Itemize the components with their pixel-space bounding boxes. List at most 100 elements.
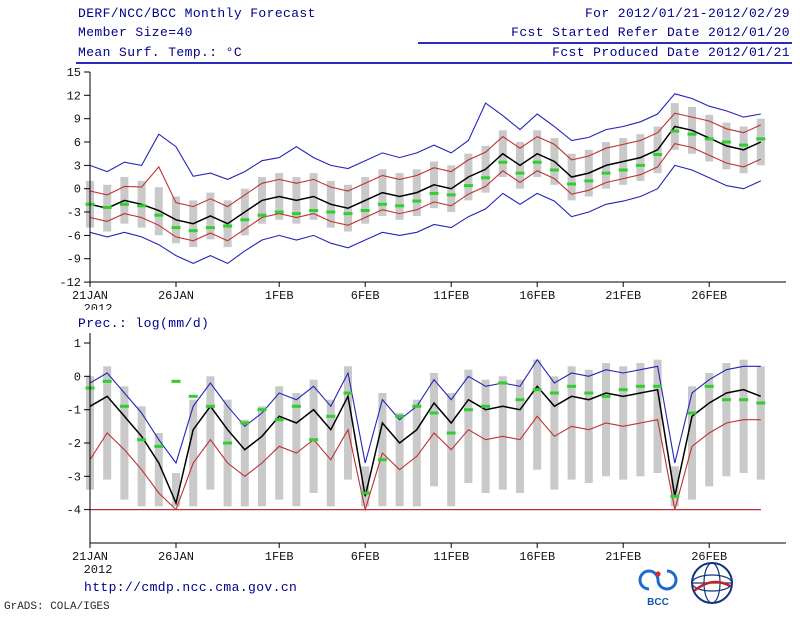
ensemble-spread-bar bbox=[395, 413, 404, 507]
observation-dash bbox=[567, 182, 577, 186]
ensemble-spread-bar bbox=[189, 399, 198, 507]
ensemble-spread-bar bbox=[756, 366, 765, 480]
ensemble-spread-bar bbox=[688, 386, 696, 500]
ensemble-spread-bar bbox=[550, 376, 559, 490]
observation-dash bbox=[377, 202, 387, 206]
bcc-logo-label: BCC bbox=[647, 597, 669, 608]
observation-dash bbox=[721, 140, 731, 144]
x-tick-label: 6FEB bbox=[351, 289, 380, 303]
lower-bound-line bbox=[89, 142, 762, 242]
observation-dash bbox=[309, 438, 319, 442]
observation-dash bbox=[395, 204, 405, 208]
website-url-link[interactable]: http://cmdp.ncc.cma.gov.cn bbox=[84, 580, 298, 595]
ensemble-max-line bbox=[89, 93, 761, 180]
upper-bound-line bbox=[89, 112, 762, 208]
observation-dash bbox=[584, 391, 594, 395]
x-tick-label: 26FEB bbox=[691, 550, 727, 564]
observation-dash bbox=[154, 213, 164, 217]
precipitation-chart: 1 0 -1 -2 -3 -4 21JAN 26JAN 1FEB 6FEB 11FEB 16FEB 21… bbox=[67, 333, 786, 577]
x-tick-label: 26FEB bbox=[691, 289, 727, 303]
observation-dash bbox=[326, 210, 336, 214]
x-tick-label: 21JAN bbox=[72, 289, 108, 303]
observation-dash bbox=[532, 160, 542, 164]
ensemble-spread-bar bbox=[361, 466, 370, 507]
y-tick-label: 3 bbox=[74, 159, 81, 173]
ensemble-spread-bar bbox=[722, 363, 731, 477]
ensemble-max-line bbox=[89, 358, 761, 465]
ensemble-spread-bar bbox=[292, 393, 301, 507]
fcst-start-date: Fcst Started Refer Date 2012/01/20 bbox=[511, 25, 790, 40]
observation-dash bbox=[395, 414, 405, 418]
y-tick-label: -4 bbox=[67, 504, 81, 518]
observation-dash bbox=[618, 168, 628, 172]
x-year-label: 2012 bbox=[84, 302, 113, 310]
ensemble-spread-bar bbox=[172, 473, 180, 507]
observation-dash bbox=[515, 398, 525, 402]
y-tick-label: 12 bbox=[67, 89, 81, 103]
observation-dash bbox=[412, 199, 422, 203]
ensemble-spread-bar bbox=[275, 386, 284, 500]
temp-panel-title: Mean Surf. Temp.: °C bbox=[78, 45, 243, 60]
observation-dash bbox=[205, 404, 215, 408]
header-rule-full bbox=[76, 62, 792, 64]
x-year-label: 2012 bbox=[84, 563, 113, 577]
observation-dash bbox=[687, 132, 697, 136]
observation-dash bbox=[291, 404, 301, 408]
observation-dash bbox=[119, 404, 129, 408]
bcc-logo: BCC bbox=[638, 566, 678, 608]
y-tick-label: -12 bbox=[59, 276, 81, 290]
ensemble-spread-bar bbox=[412, 399, 421, 507]
ensemble-min-line bbox=[89, 164, 762, 265]
observation-dash bbox=[188, 394, 198, 398]
observation-dash bbox=[618, 388, 628, 392]
ensemble-spread-bar bbox=[378, 393, 387, 507]
ensemble-mean-line bbox=[89, 385, 762, 506]
observation-dash bbox=[171, 226, 181, 230]
observation-dash bbox=[240, 218, 250, 222]
y-tick-label: -1 bbox=[67, 404, 81, 418]
ensemble-spread-bar bbox=[309, 379, 318, 493]
observation-dash bbox=[498, 160, 508, 164]
observation-dash bbox=[463, 184, 473, 188]
x-tick-label: 16FEB bbox=[519, 289, 555, 303]
observation-dash bbox=[102, 205, 112, 209]
ncc-logo bbox=[686, 560, 738, 611]
ensemble-spread-bar bbox=[258, 406, 266, 507]
y-tick-label: -2 bbox=[67, 437, 81, 451]
observation-dash bbox=[240, 421, 250, 425]
observation-dash bbox=[429, 411, 439, 415]
ensemble-spread-bar bbox=[636, 363, 645, 477]
ensemble-spread-bar bbox=[344, 366, 352, 480]
observation-dash bbox=[223, 224, 233, 228]
y-tick-label: -3 bbox=[67, 470, 81, 484]
bcc-swirl-icon bbox=[638, 569, 678, 591]
observation-dash bbox=[274, 210, 284, 214]
observation-dash bbox=[377, 458, 387, 462]
observation-dash bbox=[412, 404, 422, 408]
observation-dash bbox=[635, 163, 645, 167]
observation-dash bbox=[532, 388, 542, 392]
observation-dash bbox=[721, 398, 731, 402]
observation-dash bbox=[223, 441, 233, 445]
observation-dash bbox=[567, 384, 577, 388]
ensemble-spread-bar bbox=[619, 366, 628, 480]
x-tick-label: 1FEB bbox=[265, 289, 294, 303]
ensemble-spread-bar bbox=[154, 433, 163, 507]
observation-dash bbox=[549, 391, 559, 395]
observation-dash bbox=[137, 438, 147, 442]
observation-dash bbox=[756, 137, 766, 141]
ensemble-spread-bar bbox=[223, 399, 232, 507]
member-size-label: Member Size=40 bbox=[78, 25, 193, 40]
y-tick-label: 9 bbox=[74, 113, 81, 127]
observation-dash bbox=[137, 204, 147, 208]
y-tick-label: 0 bbox=[74, 183, 81, 197]
observation-dash bbox=[687, 411, 697, 415]
y-tick-label: 0 bbox=[74, 370, 81, 384]
x-tick-label: 21JAN bbox=[72, 550, 108, 564]
fcst-produced-date: Fcst Produced Date 2012/01/21 bbox=[552, 45, 790, 60]
observation-dash bbox=[635, 384, 645, 388]
ensemble-spread-bar bbox=[739, 359, 748, 473]
ensemble-spread-bar bbox=[464, 369, 473, 483]
x-tick-label: 26JAN bbox=[158, 550, 194, 564]
